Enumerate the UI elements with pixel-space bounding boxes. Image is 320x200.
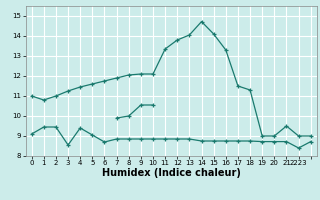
X-axis label: Humidex (Indice chaleur): Humidex (Indice chaleur) — [102, 168, 241, 178]
